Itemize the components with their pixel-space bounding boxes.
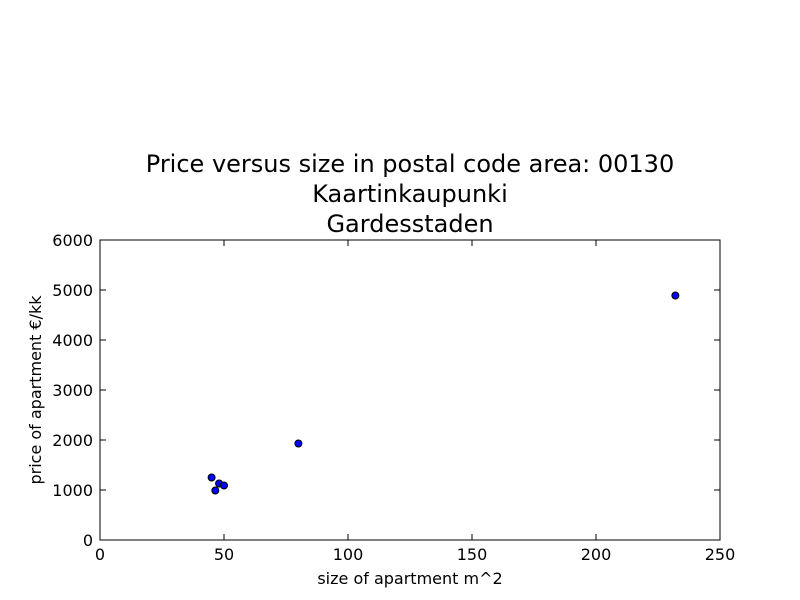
x-tick-label: 50 <box>214 545 234 564</box>
chart-title-line-3: Gardesstaden <box>326 210 493 238</box>
data-points <box>207 291 680 495</box>
chart-title: Price versus size in postal code area: 0… <box>146 150 674 238</box>
x-axis-ticks: 0 50 100 150 200 250 <box>95 240 735 564</box>
data-point <box>220 481 228 490</box>
y-tick-label: 5000 <box>52 281 93 300</box>
y-tick-label: 4000 <box>52 331 93 350</box>
plot-area <box>99 239 721 541</box>
y-axis-ticks: 0 1000 2000 3000 4000 5000 6000 <box>52 231 720 550</box>
y-tick-label: 0 <box>83 531 93 550</box>
y-tick-label: 1000 <box>52 481 93 500</box>
x-tick-label: 0 <box>95 545 105 564</box>
data-point <box>211 486 220 495</box>
x-tick-label: 150 <box>457 545 488 564</box>
y-tick-label: 2000 <box>52 431 93 450</box>
x-tick-label: 200 <box>581 545 612 564</box>
x-tick-label: 250 <box>705 545 736 564</box>
x-axis-label: size of apartment m^2 <box>317 569 502 588</box>
x-tick-label: 100 <box>333 545 364 564</box>
y-tick-label: 6000 <box>52 231 93 250</box>
data-point <box>294 439 303 448</box>
data-point <box>671 291 680 300</box>
data-point <box>207 473 216 482</box>
y-tick-label: 3000 <box>52 381 93 400</box>
chart-title-line-2: Kaartinkaupunki <box>312 180 508 208</box>
y-axis-label: price of apartment €/kk <box>26 295 45 485</box>
chart-title-line-1: Price versus size in postal code area: 0… <box>146 150 674 178</box>
